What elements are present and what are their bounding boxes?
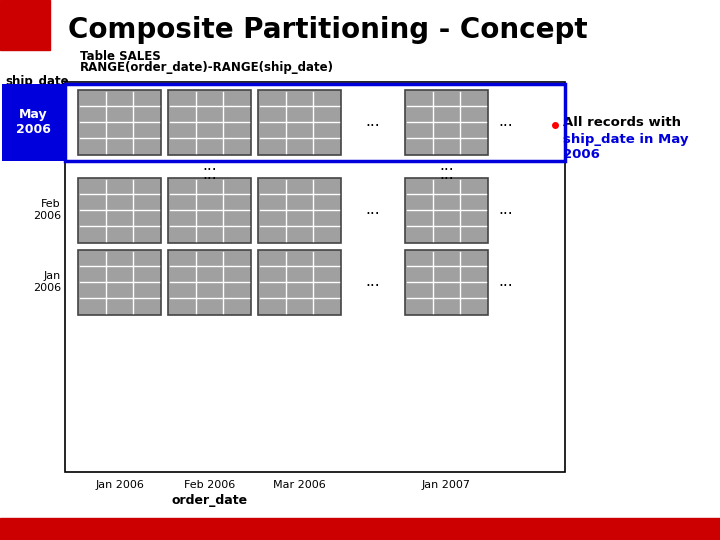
Bar (168, 249, 251, 314)
Bar (2, 84, 65, 160)
Text: ...: ... (366, 274, 380, 289)
Text: ...: ... (366, 202, 380, 218)
Text: Feb
2006: Feb 2006 (33, 199, 61, 221)
Text: Table SALES: Table SALES (80, 50, 161, 63)
Text: ...: ... (202, 159, 217, 173)
Text: RANGE(order_date)-RANGE(ship_date): RANGE(order_date)-RANGE(ship_date) (80, 61, 334, 74)
Bar (405, 249, 488, 314)
Text: ORACLE: ORACLE (645, 523, 700, 536)
Text: ...: ... (499, 274, 513, 289)
Text: Jan 2007: Jan 2007 (422, 480, 471, 490)
Bar (78, 90, 161, 154)
Text: ...: ... (366, 114, 380, 130)
Bar (405, 178, 488, 242)
Bar (258, 249, 341, 314)
Bar (258, 178, 341, 242)
Text: May
2006: May 2006 (16, 108, 51, 136)
Bar (78, 249, 161, 314)
Bar (0, 0, 50, 50)
Text: ...: ... (499, 114, 513, 130)
Text: order_date: order_date (171, 494, 248, 507)
Text: Mar 2006: Mar 2006 (273, 480, 326, 490)
Bar (405, 90, 488, 154)
Text: Jan 2006: Jan 2006 (95, 480, 144, 490)
Bar (78, 178, 161, 242)
Text: Composite Partitioning - Concept: Composite Partitioning - Concept (68, 16, 588, 44)
Text: ...: ... (202, 167, 217, 182)
Bar (0, 518, 720, 540)
Text: ...: ... (439, 159, 454, 173)
Text: ship_date in May: ship_date in May (563, 133, 688, 146)
Bar (168, 178, 251, 242)
Text: All records with: All records with (563, 117, 681, 130)
Text: Feb 2006: Feb 2006 (184, 480, 235, 490)
Text: Jan
2006: Jan 2006 (33, 271, 61, 293)
Text: 2006: 2006 (563, 148, 600, 161)
Bar (65, 84, 565, 160)
Bar (168, 90, 251, 154)
Bar (65, 82, 565, 472)
Bar (258, 90, 341, 154)
Text: ...: ... (439, 167, 454, 182)
Text: ...: ... (499, 202, 513, 218)
Text: ship_date: ship_date (5, 75, 68, 88)
